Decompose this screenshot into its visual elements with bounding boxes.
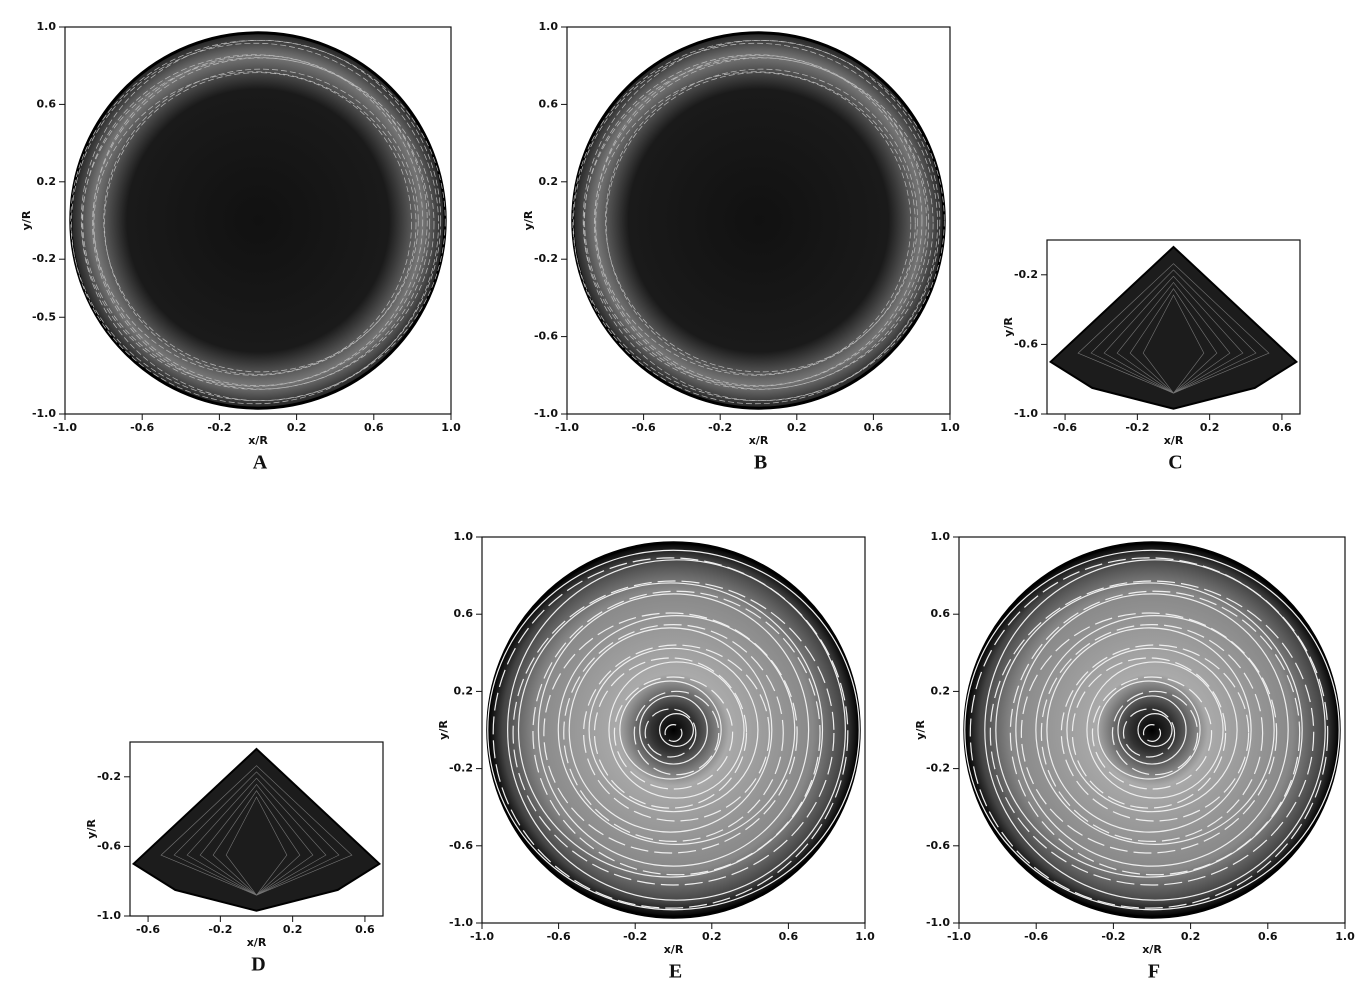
y-tick-label: -0.6 bbox=[97, 839, 121, 852]
x-tick-label: 0.6 bbox=[864, 421, 884, 434]
y-tick-label: 0.6 bbox=[454, 607, 474, 620]
x-tick-label: 0.6 bbox=[1272, 421, 1292, 434]
y-axis-label: y/R bbox=[85, 819, 98, 839]
panel-letter: C bbox=[1168, 452, 1182, 474]
y-tick-label: -0.6 bbox=[449, 839, 473, 852]
x-tick-label: 1.0 bbox=[940, 421, 960, 434]
y-tick-label: 1.0 bbox=[539, 20, 559, 33]
panel: -0.6 -0.2 0.2 0.6 -0.2 -0.6 -1.0 x/R y/R D bbox=[85, 742, 383, 976]
x-tick-label: -1.0 bbox=[53, 421, 77, 434]
panel-letter: E bbox=[669, 961, 682, 983]
y-tick-label: 0.6 bbox=[539, 97, 559, 110]
y-tick-label: -0.2 bbox=[449, 762, 473, 775]
x-tick-label: -0.2 bbox=[208, 923, 232, 936]
x-tick-label: 0.2 bbox=[1200, 421, 1220, 434]
x-tick-label: 0.6 bbox=[1258, 930, 1278, 943]
y-axis-label: y/R bbox=[522, 210, 535, 230]
y-axis-label: y/R bbox=[1002, 317, 1015, 337]
panel: -1.0 -0.6 -0.2 0.2 0.6 1.0 1.0 0.6 0.2 -0.2 -0.6 -1… bbox=[914, 530, 1355, 983]
x-tick-label: -0.2 bbox=[708, 421, 732, 434]
y-tick-label: -0.6 bbox=[534, 330, 558, 343]
panel-letter: A bbox=[253, 452, 268, 474]
y-tick-label: -0.6 bbox=[1014, 337, 1038, 350]
x-tick-label: 1.0 bbox=[441, 421, 461, 434]
panel-letter: B bbox=[754, 452, 767, 474]
x-tick-label: -0.2 bbox=[1101, 930, 1125, 943]
x-axis-label: x/R bbox=[1164, 434, 1184, 447]
panel: -1.0 -0.6 -0.2 0.2 0.6 1.0 1.0 0.6 0.2 -0.2 -0.6 -1… bbox=[437, 530, 875, 983]
y-tick-label: -0.5 bbox=[32, 310, 56, 323]
y-tick-label: -1.0 bbox=[449, 916, 473, 929]
y-tick-label: -1.0 bbox=[926, 916, 950, 929]
x-tick-label: 0.6 bbox=[779, 930, 799, 943]
y-tick-label: 0.2 bbox=[454, 684, 474, 697]
panel: -0.6 -0.2 0.2 0.6 -0.2 -0.6 -1.0 x/R y/R C bbox=[1002, 240, 1300, 474]
y-tick-label: 0.2 bbox=[539, 175, 559, 188]
x-tick-label: 1.0 bbox=[855, 930, 875, 943]
y-axis-label: y/R bbox=[914, 720, 927, 740]
panel-letter: F bbox=[1148, 961, 1160, 983]
x-tick-label: 0.2 bbox=[702, 930, 722, 943]
x-tick-label: -1.0 bbox=[555, 421, 579, 434]
y-tick-label: 0.2 bbox=[37, 175, 57, 188]
contour-field bbox=[573, 33, 945, 408]
y-tick-label: -1.0 bbox=[32, 407, 56, 420]
x-tick-label: 0.6 bbox=[364, 421, 384, 434]
x-tick-label: -0.6 bbox=[136, 923, 160, 936]
x-tick-label: 0.2 bbox=[1181, 930, 1201, 943]
y-tick-label: 0.6 bbox=[931, 607, 951, 620]
panel-letter: D bbox=[251, 954, 265, 976]
contour-field bbox=[134, 749, 380, 911]
x-axis-label: x/R bbox=[664, 943, 684, 956]
y-tick-label: -1.0 bbox=[97, 909, 121, 922]
y-tick-label: -0.2 bbox=[97, 770, 121, 783]
x-tick-label: 0.2 bbox=[787, 421, 807, 434]
contour-field bbox=[71, 33, 445, 408]
x-axis-label: x/R bbox=[1142, 943, 1162, 956]
y-tick-label: -1.0 bbox=[534, 407, 558, 420]
contour-field bbox=[1051, 247, 1297, 409]
x-axis-label: x/R bbox=[247, 936, 267, 949]
y-tick-label: -0.2 bbox=[534, 252, 558, 265]
y-tick-label: 1.0 bbox=[37, 20, 57, 33]
x-tick-label: -0.6 bbox=[547, 930, 571, 943]
y-tick-label: -0.2 bbox=[1014, 268, 1038, 281]
y-tick-label: -1.0 bbox=[1014, 407, 1038, 420]
x-tick-label: -0.6 bbox=[1024, 930, 1048, 943]
x-tick-label: 0.2 bbox=[283, 923, 303, 936]
y-tick-label: 0.6 bbox=[37, 97, 57, 110]
y-tick-label: -0.6 bbox=[926, 839, 950, 852]
x-tick-label: 0.6 bbox=[355, 923, 375, 936]
y-tick-label: 1.0 bbox=[931, 530, 951, 543]
y-tick-label: 1.0 bbox=[454, 530, 474, 543]
x-tick-label: -0.6 bbox=[632, 421, 656, 434]
x-tick-label: 1.0 bbox=[1335, 930, 1355, 943]
y-tick-label: -0.2 bbox=[926, 762, 950, 775]
x-tick-label: -0.2 bbox=[207, 421, 231, 434]
x-tick-label: -0.6 bbox=[130, 421, 154, 434]
y-axis-label: y/R bbox=[20, 210, 33, 230]
x-axis-label: x/R bbox=[749, 434, 769, 447]
x-tick-label: -0.6 bbox=[1053, 421, 1077, 434]
x-tick-label: -1.0 bbox=[470, 930, 494, 943]
x-axis-label: x/R bbox=[248, 434, 268, 447]
x-tick-label: 0.2 bbox=[287, 421, 307, 434]
y-tick-label: 0.2 bbox=[931, 684, 951, 697]
y-axis-label: y/R bbox=[437, 720, 450, 740]
panel: -1.0 -0.6 -0.2 0.2 0.6 1.0 1.0 0.6 0.2 -0.2 -0.6 -1… bbox=[522, 20, 960, 474]
y-tick-label: -0.2 bbox=[32, 252, 56, 265]
x-tick-label: -1.0 bbox=[947, 930, 971, 943]
x-tick-label: -0.2 bbox=[1125, 421, 1149, 434]
figure: -1.0 -0.6 -0.2 0.2 0.6 1.0 1.0 0.6 0.2 -0.2 -0.5 -1… bbox=[0, 0, 1368, 1001]
x-tick-label: -0.2 bbox=[623, 930, 647, 943]
panel: -1.0 -0.6 -0.2 0.2 0.6 1.0 1.0 0.6 0.2 -0.2 -0.5 -1… bbox=[20, 20, 461, 474]
